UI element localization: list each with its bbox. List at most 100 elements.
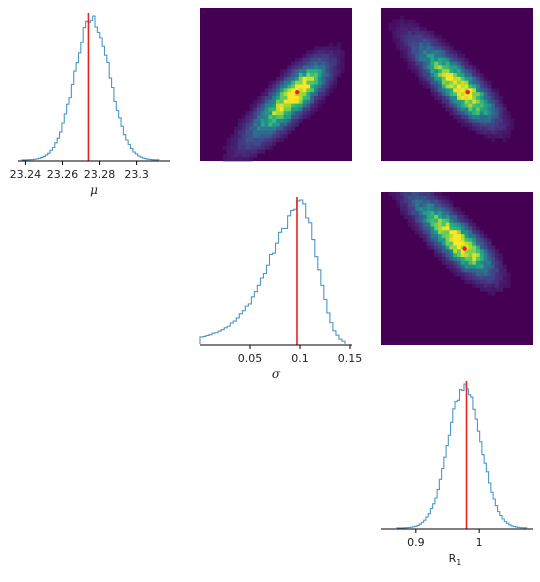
heatmap-cell <box>415 38 420 43</box>
heatmap-cell <box>438 199 443 204</box>
heatmap-cell <box>295 122 300 127</box>
heatmap-cell <box>298 115 303 120</box>
heatmap-cell <box>325 92 330 97</box>
heatmap-cell <box>226 153 231 158</box>
heatmap-cell <box>411 203 416 208</box>
heatmap-cell <box>295 76 300 81</box>
heatmap-cell <box>483 92 488 97</box>
heatmap-cell <box>241 149 246 154</box>
heatmap-cell <box>272 88 277 93</box>
heatmap-cell <box>403 211 408 216</box>
heatmap-cell <box>400 46 405 51</box>
heatmap-cell <box>329 80 334 85</box>
heatmap-cell <box>419 53 424 59</box>
heatmap-cell <box>464 118 469 124</box>
heatmap-cell <box>476 107 481 112</box>
heatmap-cell <box>498 99 503 104</box>
heatmap-cell <box>298 111 303 116</box>
heatmap-cell <box>434 34 439 39</box>
heatmap-cell <box>314 73 319 78</box>
heatmap-cell <box>495 279 500 285</box>
heatmap-cell <box>396 195 401 200</box>
heatmap-cell <box>487 272 492 277</box>
heatmap-cell <box>321 88 326 93</box>
heatmap-cell <box>396 192 401 197</box>
heatmap-cell <box>245 157 250 162</box>
heatmap-cell <box>460 103 465 108</box>
heatmap-cell <box>422 61 427 66</box>
heatmap-cell <box>476 99 481 104</box>
heatmap-cell <box>476 126 481 131</box>
heatmap-cell <box>268 130 273 135</box>
heatmap-cell <box>506 118 511 124</box>
heatmap-cell <box>430 53 435 59</box>
heatmap-cell <box>457 211 462 216</box>
heatmap-cell <box>430 203 435 208</box>
heatmap-cell <box>441 245 446 250</box>
heatmap-cell <box>441 230 446 235</box>
heatmap-cell <box>400 53 405 59</box>
heatmap-cell <box>434 92 439 97</box>
heatmap-cell <box>449 61 454 66</box>
heatmap-cell <box>245 130 250 135</box>
heatmap-cell <box>476 272 481 277</box>
heatmap-cell <box>260 149 265 154</box>
heatmap-cell <box>291 126 296 131</box>
heatmap-cell <box>468 84 473 89</box>
heatmap-cell <box>279 122 284 127</box>
heatmap-cell <box>495 272 500 277</box>
heatmap-cell <box>298 107 303 112</box>
heatmap-cell <box>445 46 450 51</box>
heatmap-cell <box>257 149 262 154</box>
heatmap-cell <box>468 241 473 246</box>
heatmap-cell <box>487 111 492 116</box>
heatmap-cell <box>498 279 503 285</box>
heatmap-cell <box>419 65 424 70</box>
heatmap-cell <box>241 138 246 143</box>
heatmap-cell <box>403 195 408 200</box>
heatmap-cell <box>449 107 454 112</box>
heatmap-cell <box>415 214 420 220</box>
heatmap-cell <box>438 241 443 246</box>
heatmap-cell <box>245 126 250 131</box>
heatmap-cell <box>422 195 427 200</box>
heatmap-cell <box>434 230 439 235</box>
heatmap-cell <box>310 69 315 74</box>
heatmap-cell <box>302 61 307 66</box>
heatmap-cell <box>468 272 473 277</box>
heatmap-cell <box>464 222 469 227</box>
heatmap-cell <box>479 245 484 250</box>
x-tick-label: 23.3 <box>124 168 149 181</box>
heatmap-cell <box>464 76 469 81</box>
heatmap-cell <box>487 276 492 281</box>
heatmap-cell <box>333 80 338 85</box>
heatmap-cell <box>419 222 424 227</box>
heatmap-cell <box>498 283 503 288</box>
heatmap-cell <box>407 211 412 216</box>
heatmap-cell <box>407 203 412 208</box>
heatmap-cell <box>298 99 303 104</box>
heatmap-cell <box>434 73 439 78</box>
heatmap-cell <box>441 92 446 97</box>
heatmap-cell <box>249 138 254 143</box>
heatmap-cell <box>445 249 450 254</box>
heatmap-cell <box>317 73 322 78</box>
heatmap-cell <box>422 80 427 85</box>
heatmap-cell <box>241 122 246 127</box>
panel-sigma-marginal: 0.05 0.1 0.15 σ <box>199 197 362 381</box>
heatmap-cell <box>502 264 507 269</box>
heatmap-cell <box>445 207 450 212</box>
heatmap-cell <box>445 203 450 208</box>
heatmap-cell <box>453 268 458 273</box>
heatmap-cell <box>419 27 424 32</box>
heatmap-cell <box>253 122 258 127</box>
heatmap-cell <box>336 61 341 66</box>
heatmap-cell <box>226 149 231 154</box>
heatmap-cell <box>445 257 450 262</box>
heatmap-cell <box>460 241 465 246</box>
heatmap-cell <box>483 103 488 108</box>
heatmap-cell <box>234 153 239 158</box>
heatmap-cell <box>449 199 454 204</box>
heatmap-cell <box>457 245 462 250</box>
heatmap-cell <box>479 92 484 97</box>
